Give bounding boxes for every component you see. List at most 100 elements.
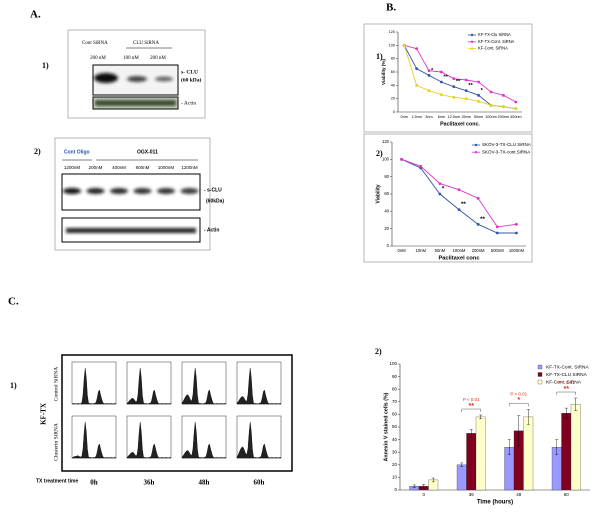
point [515, 231, 518, 235]
band-label: (60 kDa) [181, 76, 201, 83]
error-bar [431, 477, 435, 483]
legend-swatch [537, 364, 543, 370]
time-label: 48h [199, 479, 210, 487]
point [464, 78, 468, 82]
point [440, 70, 443, 74]
point [477, 93, 480, 97]
x-tick-label: 3nm [425, 115, 432, 119]
y-tick-label: 40 [392, 437, 398, 442]
x-axis-label: Paclitaxel conc [438, 256, 479, 262]
point [457, 188, 461, 192]
point [464, 89, 468, 93]
legend-marker [470, 40, 474, 43]
point [452, 95, 456, 99]
x-tick-label: 200nM [472, 248, 485, 253]
blot-band [157, 188, 175, 194]
significance: ** [461, 201, 466, 208]
y-tick-label: 60 [384, 191, 389, 196]
legend-swatch [537, 372, 543, 377]
time-label: 0h [90, 479, 98, 487]
y-axis-label: Viability [375, 184, 381, 203]
sub-label: 1) [42, 61, 49, 70]
x-tick-label: 12.5nm [447, 115, 460, 119]
y-tick-label: 20 [391, 97, 395, 101]
bracket [509, 403, 529, 407]
band-label: - Actin [181, 100, 196, 106]
blot-band [180, 188, 199, 194]
significance: * [431, 68, 434, 74]
y-tick-label: 70 [392, 399, 398, 404]
point [440, 80, 443, 84]
x-tick-label: 10nM [415, 248, 426, 253]
sub-label: 1) [10, 381, 17, 390]
x-tick-label: 100nM [453, 248, 466, 253]
time-label: 60h [254, 479, 265, 487]
point [415, 83, 418, 87]
blot-band [66, 228, 196, 233]
point [438, 182, 442, 186]
bracket [461, 408, 481, 413]
x-tick-label: 100nm [485, 115, 497, 119]
error-bar [479, 414, 483, 420]
significance: ** [443, 75, 448, 81]
histogram-frame [126, 361, 172, 405]
dose-label: 400nM [112, 165, 126, 170]
line [404, 44, 517, 103]
histogram [236, 367, 282, 405]
histogram [71, 421, 117, 459]
x-axis-label: Time (hours) [477, 500, 513, 506]
x-tick-label: 50nM [435, 248, 446, 253]
line [403, 45, 516, 110]
legend-label: KF-Cont. SiRNA [546, 379, 582, 385]
y-axis-label: Annexin V stained cells (%) [383, 392, 389, 461]
x-tick-label: 0 [422, 492, 425, 497]
band-label: - Actin [204, 227, 219, 233]
lane-header: Cont Oligo [64, 149, 90, 155]
point [489, 90, 493, 94]
band-label: s- CLU [181, 69, 198, 75]
point [495, 231, 499, 235]
significance: ** [469, 403, 475, 410]
point [457, 208, 461, 212]
x-axis-label: Paclitaxel conc. [440, 121, 480, 127]
y-tick-label: 30 [392, 449, 398, 454]
y-tick-label: 0 [394, 487, 397, 492]
panel-label: B. [386, 2, 396, 14]
legend-label: SKOV-3-TX-cont.SiRNA [482, 149, 530, 154]
histogram [236, 421, 282, 459]
p-value: P < 0.01 [463, 397, 480, 402]
blot-frame [54, 137, 211, 251]
dose-label: 800nM [136, 165, 150, 170]
y-tick-label: 40 [391, 83, 395, 87]
sub-label: 2) [376, 149, 383, 158]
band-label: - s-CLU [204, 187, 222, 193]
dose-label: 1200nM [64, 165, 81, 170]
blot-band [94, 73, 118, 83]
x-tick-label: 0nm [401, 115, 408, 119]
point [514, 100, 518, 104]
legend-marker [474, 151, 478, 154]
y-axis-label: Viability (%) [381, 59, 386, 85]
blot-frame [67, 29, 206, 119]
error-bar [460, 462, 464, 467]
x-tick-label: 0nM [397, 248, 406, 253]
y-tick-label: 100 [389, 43, 395, 47]
blot-membrane [61, 173, 201, 211]
histogram [181, 367, 227, 405]
y-tick-label: 80 [384, 174, 389, 179]
bar [475, 416, 486, 491]
point [402, 43, 406, 47]
error-bar [469, 429, 473, 438]
point [440, 93, 443, 97]
line [403, 45, 516, 110]
significance: ** [456, 79, 461, 85]
error-bar [555, 439, 559, 455]
row-label: Clusterin SiRNA [53, 423, 59, 461]
y-tick-label: 100 [389, 361, 397, 366]
significance: ** [564, 386, 570, 393]
row-label: Control SiRNA [53, 367, 59, 401]
point [438, 192, 442, 196]
point [515, 222, 518, 226]
panel-label: C. [8, 296, 19, 308]
